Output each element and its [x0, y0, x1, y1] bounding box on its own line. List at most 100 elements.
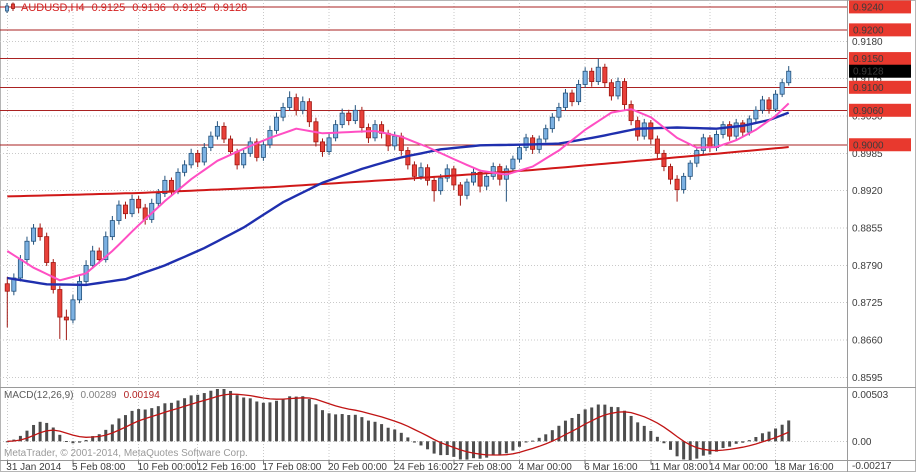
macd-histogram-bar — [340, 414, 344, 442]
time-axis-label: 14 Mar 00:00 — [709, 462, 768, 472]
price-axis-label: 0.8725 — [852, 298, 883, 309]
candle-body — [615, 81, 621, 97]
macd-histogram-bar — [327, 413, 331, 442]
macd-histogram-bar — [636, 422, 640, 442]
candle-body — [562, 92, 568, 108]
macd-axis-label: 0.00503 — [852, 390, 889, 401]
ohlc-low: 0.9125 — [172, 2, 207, 14]
candle-body — [668, 166, 674, 180]
macd-histogram-bar — [393, 429, 397, 442]
candle-body — [786, 70, 792, 84]
candle-body — [346, 112, 352, 122]
candle-body — [720, 124, 726, 135]
sr-price-badge-label: 0.9060 — [853, 106, 884, 117]
macd-histogram-bar — [58, 434, 62, 442]
macd-signal-value: 0.00194 — [123, 390, 160, 401]
candle-body — [766, 99, 772, 110]
time-axis-label: 31 Jan 2014 — [6, 462, 61, 472]
macd-histogram-bar — [485, 441, 489, 458]
price-axis-scale[interactable]: 0.9180 0.9115 0.9050 0.8985 0.8920 0.8855 0.87… — [849, 0, 911, 472]
candle-body — [438, 177, 444, 192]
candle-body — [359, 109, 365, 128]
macd-histogram-bar — [38, 421, 42, 442]
macd-histogram-bar — [629, 415, 633, 442]
candle-body — [733, 122, 739, 137]
macd-histogram-bar — [504, 441, 508, 454]
macd-histogram-bar — [669, 441, 673, 450]
ohlc-close: 0.9128 — [213, 2, 248, 14]
candle-body — [622, 81, 628, 105]
candle-body — [221, 125, 227, 140]
macd-histogram-bar — [439, 441, 443, 456]
macd-histogram-bar — [169, 402, 173, 442]
macd-histogram-bar — [5, 441, 9, 443]
ohlc-open: 0.9125 — [91, 2, 126, 14]
time-axis-label: 12 Feb 16:00 — [197, 462, 256, 472]
candle-body — [773, 93, 779, 110]
macd-histogram-bar — [242, 397, 246, 442]
candle-body — [57, 289, 63, 318]
macd-histogram-bar — [189, 395, 193, 442]
candle-body — [136, 198, 142, 209]
candle-body — [162, 179, 168, 194]
sr-price-badge-label: 0.9100 — [853, 83, 884, 94]
macd-histogram-bar — [294, 396, 298, 442]
candle-body — [168, 179, 174, 192]
candle-body — [77, 281, 83, 301]
price-axis-label: 0.9180 — [852, 37, 883, 48]
candle-body — [306, 101, 312, 123]
macd-histogram-bar — [426, 441, 430, 450]
candle-body — [280, 107, 286, 118]
candle-body — [694, 150, 700, 164]
macd-histogram-bar — [32, 424, 36, 442]
macd-histogram-bar — [25, 430, 29, 442]
macd-histogram-bar — [366, 420, 370, 442]
price-axis-label: 0.8855 — [852, 224, 883, 235]
macd-histogram-bar — [708, 441, 712, 455]
macd-histogram-bar — [544, 434, 548, 442]
candlestick-icon — [5, 2, 15, 13]
macd-histogram-bar — [734, 441, 738, 444]
macd-histogram-bar — [662, 441, 666, 444]
macd-histogram-bar — [478, 441, 482, 459]
candle-body — [274, 116, 280, 131]
macd-histogram-bar — [347, 415, 351, 442]
macd-histogram-bar — [688, 441, 692, 460]
macd-histogram-bar — [196, 394, 200, 442]
sr-price-badge — [849, 80, 911, 94]
price-axis-label: 0.9050 — [852, 112, 883, 123]
macd-histogram-bar — [18, 435, 22, 442]
price-axis-label: 0.8920 — [852, 186, 883, 197]
time-axis-scale[interactable]: 31 Jan 2014 5 Feb 08:00 10 Feb 00:00 12 Feb… — [6, 460, 834, 472]
macd-histogram-bar — [609, 406, 613, 442]
macd-axis-label: -0.00217 — [852, 461, 892, 472]
sr-price-badge-label: 0.9000 — [853, 140, 884, 151]
candle-body — [549, 116, 555, 130]
candle-body — [510, 158, 516, 170]
price-pane[interactable] — [0, 0, 848, 461]
macd-histogram-bar — [642, 425, 646, 442]
macd-histogram-bar — [432, 441, 436, 454]
macd-histogram-bar — [570, 417, 574, 442]
macd-histogram-bar — [150, 408, 154, 442]
candle-body — [234, 151, 240, 166]
ma-fast-line — [6, 102, 790, 282]
macd-indicator-label: MACD(12,26,9) 0.00289 0.00194 — [4, 390, 160, 401]
macd-histogram-bar — [491, 441, 495, 456]
candle-body — [109, 220, 115, 238]
candle-body — [418, 167, 424, 177]
candle-body — [687, 162, 693, 177]
macd-histogram-bar — [399, 432, 403, 442]
macd-histogram-bar — [517, 441, 521, 447]
macd-histogram-bar — [307, 399, 311, 442]
ma-medium-line — [7, 111, 790, 287]
macd-histogram-bar — [209, 390, 213, 442]
candle-body — [674, 178, 680, 190]
macd-histogram-bar — [603, 404, 607, 442]
candle-body — [628, 104, 634, 122]
candle-body — [654, 138, 660, 154]
macd-histogram-bar — [524, 441, 528, 443]
price-axis-label: 0.9115 — [852, 74, 882, 85]
macd-histogram-bar — [590, 407, 594, 442]
